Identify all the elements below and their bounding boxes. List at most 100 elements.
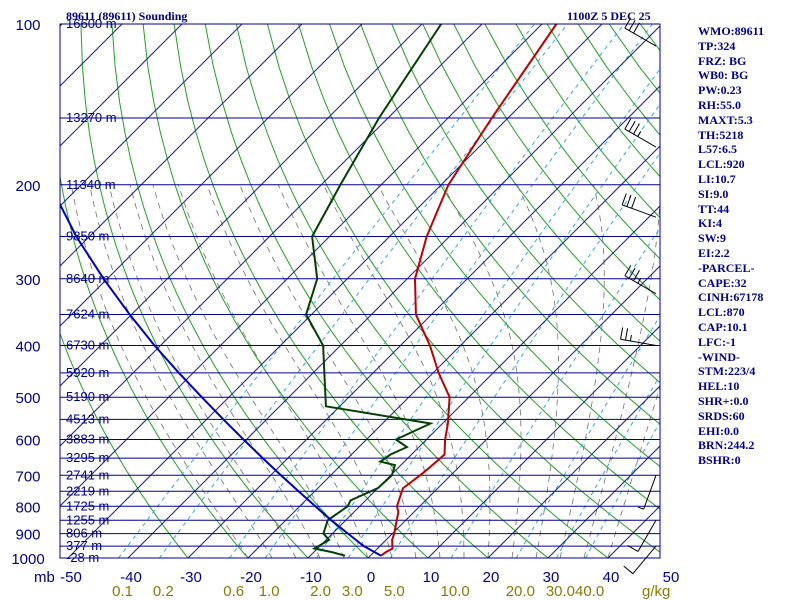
wind-barb-flag [624, 118, 632, 130]
isotherm-line [60, 24, 303, 267]
temperature-tick-labels: -50 -40 -30 -20 -10 0 10 20 30 40 50 [60, 569, 679, 586]
index-row: FRZ: BG [698, 53, 747, 68]
temperature-tick-label: 50 [663, 569, 680, 586]
wind-barb-flag [628, 120, 636, 132]
index-row: BSHR:0 [698, 453, 741, 468]
index-row: WB0: BG [698, 68, 749, 83]
height-label: 6730 m [66, 338, 109, 353]
wind-barb-flag [637, 277, 642, 284]
index-row: KI:4 [698, 216, 722, 231]
wind-barb-flag [623, 565, 634, 575]
temperature-tick-label: 0 [367, 569, 375, 586]
mixing-ratio-tick-label: 0.2 [153, 583, 174, 600]
moist-adiabat-line [277, 184, 441, 558]
mixing-ratio-tick-label: 40.0 [575, 583, 604, 600]
height-label: 3883 m [66, 432, 109, 447]
isotherm-line [547, 445, 660, 558]
mixing-ratio-tick-label: 0.6 [223, 583, 244, 600]
moist-adiabat-line [108, 184, 297, 558]
isotherm-line [367, 265, 660, 558]
index-row: TP:324 [698, 38, 736, 53]
index-row: EI:2.2 [698, 245, 730, 260]
profiles [60, 24, 558, 557]
index-row: BRN:244.2 [698, 438, 755, 453]
height-label: 1725 m [66, 498, 109, 513]
pressure-tick-label: 100 [15, 17, 40, 34]
wind-barb-flag [626, 195, 632, 207]
isotherm-line [60, 24, 543, 507]
index-row: WMO:89611 [698, 24, 764, 38]
dry-adiabat-line [204, 24, 549, 558]
dry-adiabat-line [235, 24, 609, 558]
temperature-tick-label: 10 [423, 569, 440, 586]
wind-barb [624, 128, 657, 148]
index-row: LFC:-1 [698, 334, 736, 349]
wind-barb-flag [624, 17, 632, 29]
height-label: 8640 m [66, 271, 109, 286]
height-label: 5190 m [66, 389, 109, 404]
wind-barb-flag [631, 196, 637, 209]
isotherm-line [247, 145, 660, 558]
isotherm-line [187, 85, 660, 558]
index-row: SRDS:60 [698, 408, 745, 423]
index-row: SW:9 [698, 231, 727, 246]
moist-adiabat-line [206, 184, 393, 558]
index-row: TH:5218 [698, 127, 744, 142]
wind-barb-flag [620, 327, 624, 340]
mixing-ratio-tick-label: 20.0 [506, 583, 535, 600]
height-label: 13270 m [66, 110, 117, 125]
isotherm-line [67, 24, 603, 558]
valid-time: 1100Z 5 DEC 25 [567, 9, 651, 23]
station-title: 89611 (89611) Sounding [66, 9, 187, 23]
height-label: 806 m [66, 526, 102, 541]
isotherm-line [60, 24, 183, 147]
pressure-tick-label: 700 [15, 468, 40, 485]
index-row: -PARCEL- [698, 260, 755, 275]
index-row: TT:44 [698, 201, 730, 216]
index-row: HEL:10 [698, 379, 740, 394]
height-labels: 16600 m 13270 m 11340 m 9850 m 8640 m 7624 m 6… [66, 16, 117, 565]
mixing-ratio-tick-label: 30.0 [546, 583, 575, 600]
index-row: MAXT:5.3 [698, 112, 753, 127]
pressure-tick-label: 800 [15, 499, 40, 516]
mixing-ratio-tick-label: 1.0 [259, 583, 280, 600]
wind-barb [624, 275, 657, 295]
pressure-tick-label: 1000 [11, 551, 44, 568]
height-label: 4513 m [66, 411, 109, 426]
mixing-ratio-line [389, 152, 660, 558]
isotherm-line [127, 25, 660, 558]
wind-barb [643, 475, 657, 510]
temperature-tick-label: 30 [543, 569, 560, 586]
pressure-unit-label: mb [34, 569, 55, 586]
height-label: 16600 m [66, 16, 117, 31]
mixing-ratio-tick-label: 10.0 [441, 583, 470, 600]
moist-adiabat-line [129, 184, 321, 558]
wind-barb [632, 545, 657, 575]
mixing-ratio-tick-label: 5.0 [384, 583, 405, 600]
pressure-tick-label: 300 [15, 272, 40, 289]
height-label: 3295 m [66, 450, 109, 465]
isobars [60, 23, 660, 559]
wind-barb [622, 204, 657, 218]
height-label: 2219 m [66, 483, 109, 498]
mixing-ratio-tick-label: 3.0 [342, 583, 363, 600]
mixing-ratio-unit-label: g/kg [642, 583, 670, 600]
isotherms [60, 24, 660, 558]
dry-adiabat-line [80, 24, 309, 558]
pressure-tick-label: 500 [15, 390, 40, 407]
mixing-ratio-line [118, 24, 535, 558]
index-row: CAP:10.1 [698, 319, 748, 334]
height-label: 377 m [66, 538, 102, 553]
height-label: 7624 m [66, 307, 109, 322]
wind-barb-flag [627, 545, 639, 552]
moist-adiabat-line [323, 184, 465, 558]
temperature-tick-label: -20 [240, 569, 262, 586]
index-row: RH:55.0 [698, 97, 741, 112]
index-row: SI:9.0 [698, 186, 729, 201]
index-row: LCL:870 [698, 305, 745, 320]
isotherm-line [427, 325, 660, 558]
dewpoint-profile [305, 24, 443, 557]
index-row: SHR+:0.0 [698, 393, 749, 408]
height-label: 5920 m [66, 365, 109, 380]
